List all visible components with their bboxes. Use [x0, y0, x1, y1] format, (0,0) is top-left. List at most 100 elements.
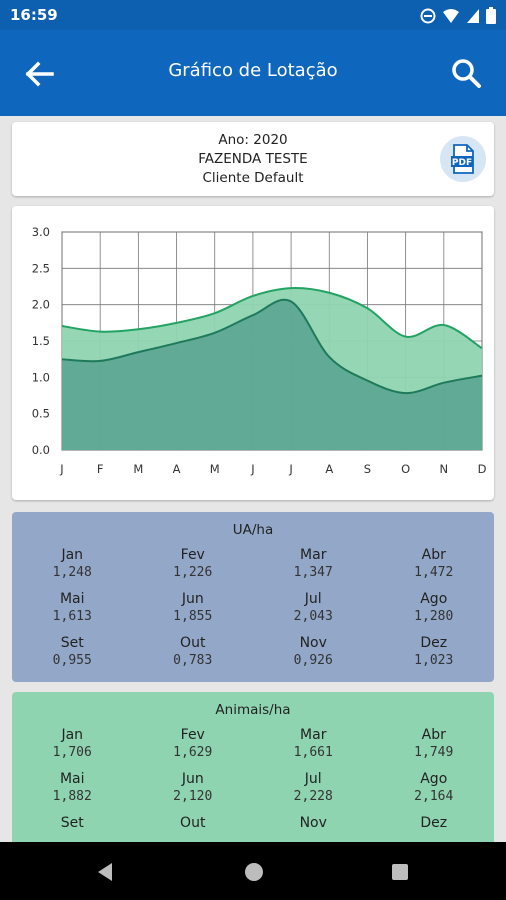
month-value: 2,228: [293, 789, 333, 804]
month-value: 1,629: [173, 745, 213, 760]
ua-cell: Fev 1,226: [133, 546, 254, 582]
month-value: 1,472: [414, 565, 454, 580]
month-value: 1,280: [414, 609, 454, 624]
x-tick-label: A: [325, 462, 333, 476]
search-icon[interactable]: [448, 55, 484, 91]
x-tick-label: J: [59, 462, 63, 476]
month-label: Out: [180, 635, 206, 651]
ua-grid: Jan 1,248 Fev 1,226 Mar 1,347 Abr 1,472 Mai 1,613…: [12, 546, 494, 670]
animals-table-title: Animais/ha: [215, 702, 291, 718]
y-tick-label: 1.0: [32, 370, 50, 384]
month-label: Abr: [421, 547, 446, 563]
month-label: Dez: [420, 815, 448, 831]
x-tick-label: J: [250, 462, 254, 476]
month-label: Mai: [59, 771, 85, 787]
animais-cell: Nov: [253, 814, 374, 832]
pdf-export-button[interactable]: PDF: [440, 136, 486, 182]
ua-cell: Ago 1,280: [374, 590, 495, 626]
farm-name: FAZENDA TESTE: [198, 151, 308, 167]
status-icons: [420, 7, 496, 24]
series-2-line: [61, 298, 483, 395]
back-arrow-icon[interactable]: [22, 56, 58, 92]
month-label: Mar: [300, 727, 327, 743]
month-label: Nov: [299, 635, 327, 651]
series-2-area: [62, 299, 482, 450]
animais-cell: Mar 1,661: [253, 726, 374, 762]
ua-table-title: UA/ha: [232, 522, 274, 538]
ua-cell: Set 0,955: [12, 634, 133, 670]
nav-recents-icon[interactable]: [386, 858, 414, 886]
app-bar: Gráfico de Lotação: [0, 30, 506, 116]
battery-icon: [486, 7, 496, 24]
month-value: 0,955: [52, 653, 92, 668]
pdf-icon-label: PDF: [452, 158, 472, 168]
month-label: Jul: [304, 591, 322, 607]
month-label: Set: [60, 815, 84, 831]
y-tick-label: 0.5: [32, 407, 50, 421]
series-1-line: [61, 287, 483, 350]
month-value: 1,855: [173, 609, 213, 624]
month-label: Ago: [420, 771, 448, 787]
month-value: 1,882: [52, 789, 92, 804]
month-value: 1,706: [52, 745, 92, 760]
year-label: Ano: 2020: [218, 132, 288, 148]
month-label: Ago: [420, 591, 448, 607]
animais-cell: Dez: [374, 814, 495, 832]
ua-cell: Abr 1,472: [374, 546, 495, 582]
y-tick-label: 1.5: [32, 334, 50, 348]
ua-cell: Mai 1,613: [12, 590, 133, 626]
month-label: Jan: [61, 727, 84, 743]
page-title: Gráfico de Lotação: [168, 60, 338, 81]
x-tick-label: N: [440, 462, 449, 476]
month-value: 1,613: [52, 609, 92, 624]
x-tick-label: O: [401, 462, 410, 476]
month-label: Nov: [299, 815, 327, 831]
x-tick-label: F: [97, 462, 104, 476]
animals-grid: Jan 1,706 Fev 1,629 Mar 1,661 Abr 1,749 Mai 1,882…: [12, 726, 494, 832]
client-name: Cliente Default: [202, 170, 304, 186]
y-tick-label: 0.0: [32, 443, 50, 457]
system-nav-bar: [0, 842, 506, 900]
status-time: 16:59: [10, 6, 58, 24]
x-tick-label: S: [364, 462, 371, 476]
animais-cell: Set: [12, 814, 133, 832]
month-value: 2,120: [173, 789, 213, 804]
month-label: Mar: [300, 547, 327, 563]
month-value: 2,164: [414, 789, 454, 804]
occupancy-chart: 0.0 0.5 1.0 1.5 2.0 2.5 3.0 J F M A M J J A S O N D: [32, 225, 487, 476]
animais-cell: Jul 2,228: [253, 770, 374, 806]
month-value: 0,926: [293, 653, 333, 668]
month-label: Fev: [180, 727, 205, 743]
status-bar: 16:59: [0, 0, 506, 30]
dnd-icon: [420, 8, 436, 23]
animais-cell: Abr 1,749: [374, 726, 495, 762]
farm-info-card: Ano: 2020 FAZENDA TESTE Cliente Default …: [12, 122, 494, 196]
ua-cell: Jun 1,855: [133, 590, 254, 626]
ua-cell: Mar 1,347: [253, 546, 374, 582]
month-value: 1,749: [414, 745, 454, 760]
x-tick-label: M: [133, 462, 143, 476]
x-tick-label: A: [173, 462, 181, 476]
wifi-icon: [443, 8, 459, 23]
ua-cell: Jul 2,043: [253, 590, 374, 626]
month-label: Jun: [181, 771, 204, 787]
x-tick-label: M: [210, 462, 220, 476]
month-label: Mai: [59, 591, 85, 607]
month-value: 1,023: [414, 653, 454, 668]
month-label: Jan: [61, 547, 84, 563]
animais-cell: Jan 1,706: [12, 726, 133, 762]
month-label: Abr: [421, 727, 446, 743]
ua-cell: Out 0,783: [133, 634, 254, 670]
nav-home-icon[interactable]: [240, 858, 268, 886]
month-value: 2,043: [293, 609, 333, 624]
animais-cell: Out: [133, 814, 254, 832]
y-tick-label: 2.5: [32, 261, 50, 275]
month-value: 1,226: [173, 565, 213, 580]
month-label: Jun: [181, 591, 204, 607]
month-value: 0,783: [173, 653, 213, 668]
chart-card: 0.0 0.5 1.0 1.5 2.0 2.5 3.0 J F M A M J J A S O N D: [12, 206, 494, 500]
x-tick-label: J: [288, 462, 292, 476]
nav-back-icon[interactable]: [92, 858, 120, 886]
month-label: Dez: [420, 635, 448, 651]
animais-cell: Ago 2,164: [374, 770, 495, 806]
